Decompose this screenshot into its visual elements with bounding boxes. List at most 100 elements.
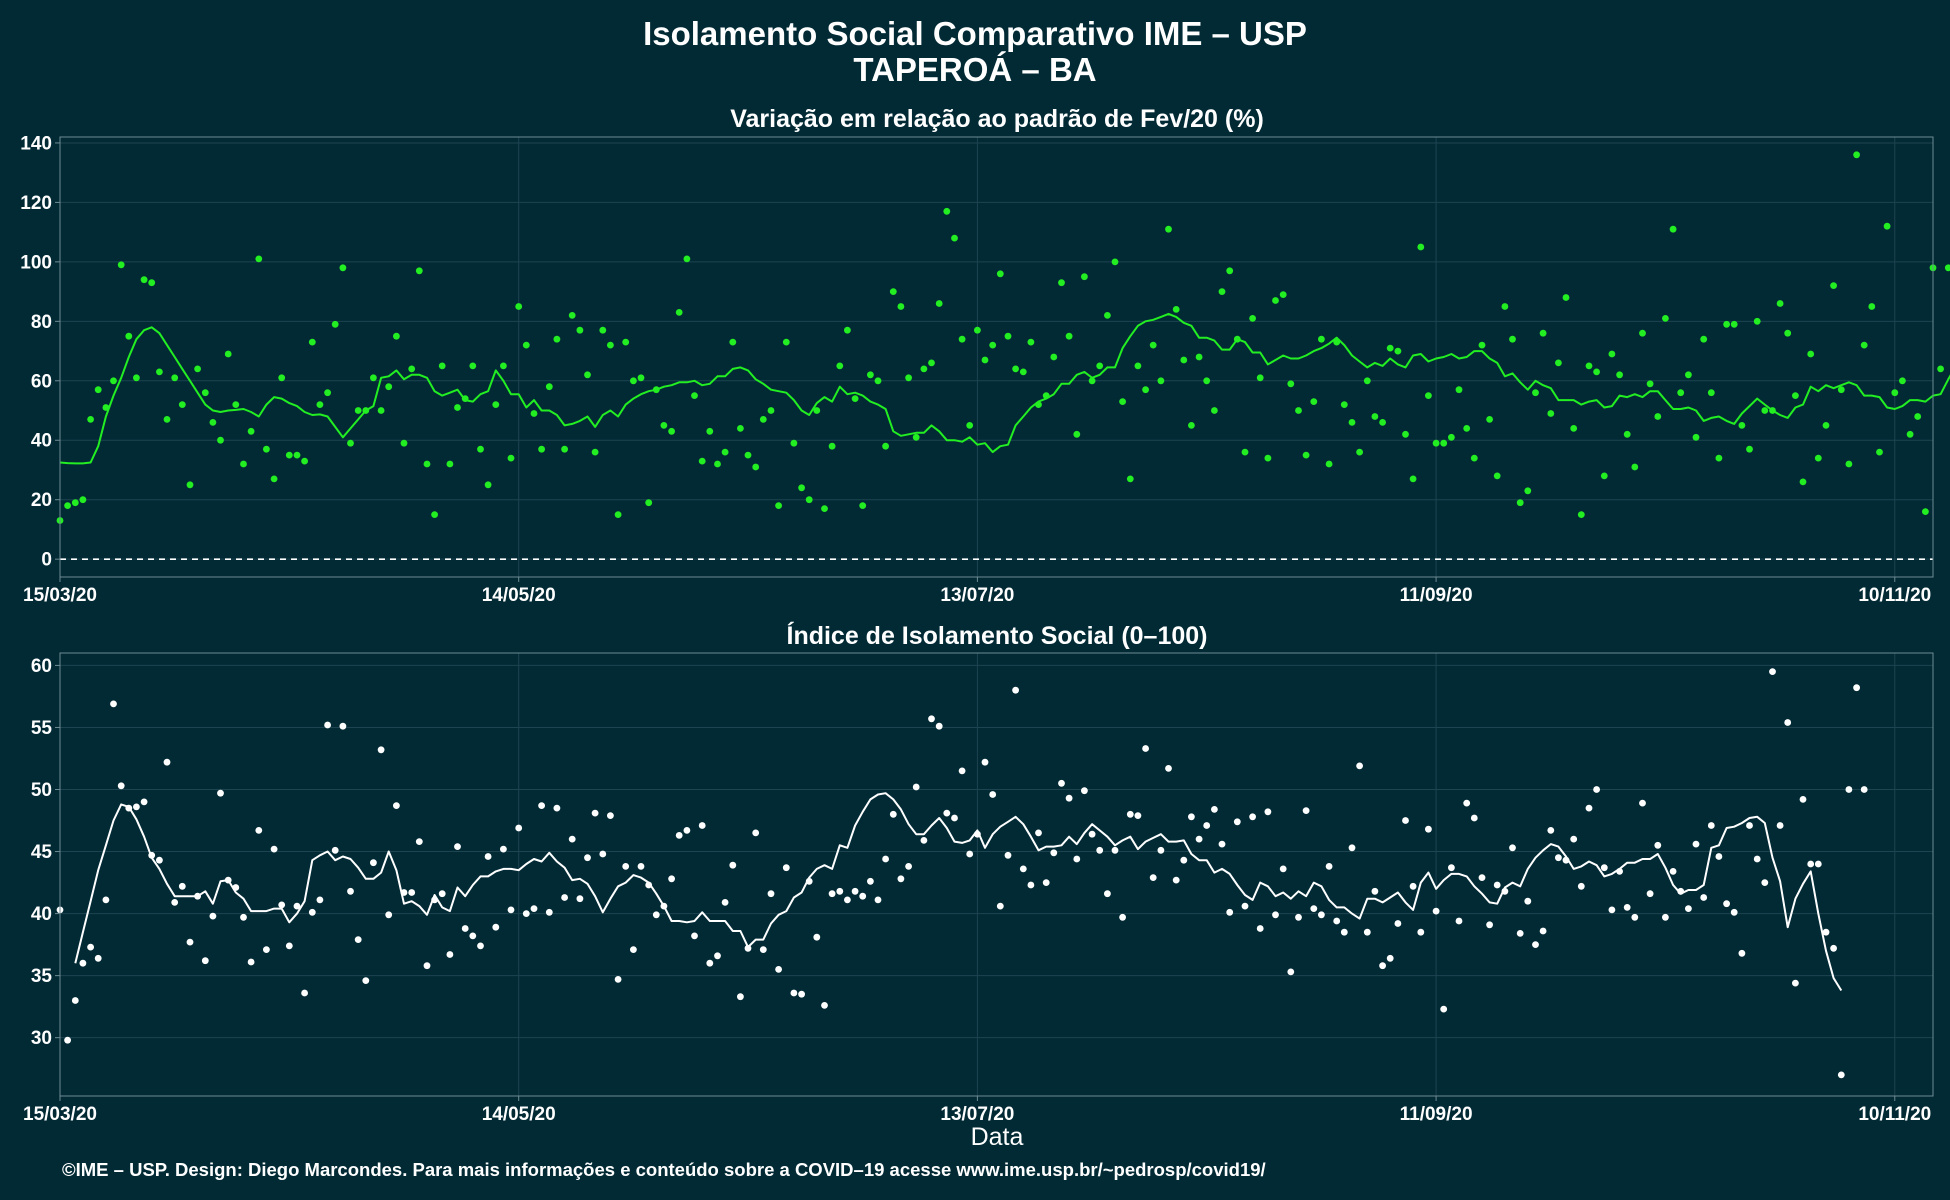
data-point [1165, 765, 1172, 772]
data-point [1654, 413, 1662, 420]
data-point [1432, 907, 1440, 915]
data-point [201, 389, 209, 397]
x-tick-label: 10/11/20 [1858, 1104, 1931, 1125]
data-point [110, 700, 117, 708]
data-point [1180, 356, 1188, 364]
moving-average-line [74, 792, 1843, 992]
data-point [393, 802, 400, 809]
data-point [920, 365, 928, 373]
data-point [1226, 908, 1234, 916]
data-point [1302, 807, 1310, 814]
data-point [1784, 719, 1792, 726]
data-point [568, 312, 576, 319]
data-point [568, 835, 576, 843]
data-point [1616, 868, 1623, 875]
y-tick-label: 55 [31, 718, 53, 739]
data-point [1646, 890, 1654, 898]
data-point [1700, 894, 1708, 901]
data-point [347, 887, 354, 895]
data-point [530, 905, 538, 912]
data-point [576, 326, 584, 334]
data-point [1104, 312, 1111, 319]
data-point [599, 326, 607, 334]
data-point [821, 1002, 828, 1009]
data-point [935, 722, 943, 730]
data-point [1707, 389, 1715, 397]
data-point [500, 362, 507, 370]
data-point [1577, 882, 1585, 890]
data-point [255, 827, 263, 834]
data-point [1555, 359, 1562, 367]
data-point [1746, 822, 1753, 829]
data-point [339, 722, 347, 730]
data-point [1516, 499, 1524, 507]
data-point [1700, 335, 1708, 343]
data-point [163, 416, 171, 423]
data-point [561, 445, 568, 453]
data-point [1111, 258, 1119, 266]
data-point [1899, 377, 1906, 385]
data-point [324, 389, 331, 397]
data-point [431, 511, 438, 518]
data-point [1662, 315, 1669, 322]
data-point [652, 911, 660, 919]
data-point [140, 276, 148, 284]
data-point [278, 374, 286, 382]
data-point [782, 338, 790, 346]
data-point [683, 255, 691, 263]
x-tick-label: 13/07/20 [940, 1104, 1014, 1125]
data-point [331, 320, 339, 328]
y-tick-label: 40 [31, 431, 52, 452]
data-point [507, 906, 515, 914]
data-point [1356, 448, 1363, 456]
data-point [668, 875, 675, 883]
data-point [1822, 422, 1830, 429]
data-point [630, 946, 637, 953]
x-axis-label: Data [971, 1123, 1024, 1151]
chart-title: Isolamento Social Comparativo IME – USP [643, 15, 1307, 52]
data-point [1019, 368, 1027, 376]
data-point [1310, 905, 1318, 912]
data-point [1264, 454, 1272, 462]
data-point [1493, 881, 1501, 889]
data-point [1570, 835, 1578, 843]
data-point [1203, 822, 1211, 829]
data-point [767, 407, 775, 414]
data-point [1509, 844, 1516, 852]
bottom-panel-y-ticks: 30 35 40 45 50 55 60 [31, 656, 60, 1049]
data-point [324, 721, 331, 729]
data-point [759, 416, 767, 423]
data-point [752, 829, 760, 837]
data-point [1035, 401, 1042, 408]
top-panel-border [59, 136, 1934, 578]
data-point [1753, 317, 1761, 325]
data-point [1272, 297, 1279, 304]
data-point [1776, 822, 1784, 829]
data-point [637, 863, 645, 870]
x-tick-label: 15/03/20 [23, 1104, 97, 1125]
data-point [614, 511, 622, 518]
data-point [1677, 389, 1685, 397]
data-point [1532, 389, 1539, 397]
data-point [1371, 887, 1379, 895]
y-tick-label: 40 [31, 904, 52, 925]
data-point [775, 966, 782, 973]
data-point [339, 264, 347, 272]
x-tick-label: 13/07/20 [940, 585, 1014, 606]
data-point [1233, 818, 1241, 826]
data-point [1195, 835, 1203, 843]
data-point [1616, 371, 1623, 379]
data-point [1149, 874, 1157, 881]
data-point [1761, 407, 1769, 414]
data-point [477, 942, 484, 950]
data-point [844, 896, 851, 904]
data-point [171, 899, 179, 906]
data-point [1608, 906, 1616, 914]
data-point [622, 863, 630, 870]
data-point [1623, 430, 1631, 438]
data-point [224, 350, 232, 358]
data-point [1883, 222, 1891, 230]
data-point [1379, 419, 1386, 426]
data-point [1944, 264, 1950, 272]
